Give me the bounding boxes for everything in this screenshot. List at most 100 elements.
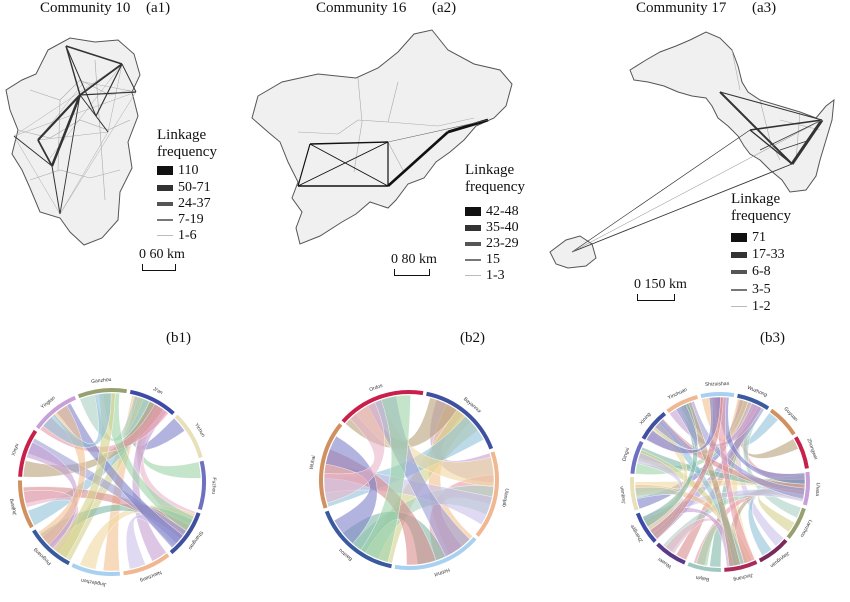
internal-boundaries [297,77,475,173]
legend-item-a3-4: 3-5 [731,282,771,298]
legend-label: 24-37 [178,196,211,211]
legend-title-line1: Linkage [731,191,781,207]
chord-ribbon [323,401,386,504]
legend-item-a1-1: 110 [157,163,198,179]
chord-node-label: Wuhai [309,455,317,470]
chord-node-arc [666,394,699,413]
chord-node-arc [35,395,77,430]
scale-label-a1: 0 60 km [139,247,185,262]
chord-node-arc [71,563,121,576]
chord-node-label: Dingxi [621,447,631,462]
chord-node-arc [724,560,758,572]
chord-node-label: Baiyin [695,574,710,582]
chord-node-arc [426,391,494,450]
chord-node-arc [794,436,809,469]
panel-a1-title: Community 10 [40,0,131,16]
chord-node-arc [737,393,770,411]
chord-node-arc [641,411,667,440]
chord-ribbon [360,394,411,563]
scale-bar-a3 [637,294,675,301]
scale-label-a2: 0 80 km [391,252,437,267]
panel-a3-tag: (a3) [752,0,777,16]
chord-node-label: Hohhot [433,566,451,577]
legend-item-a2-1: 42-48 [465,204,519,220]
chord-node-arc [18,429,38,477]
legend-item-a1-2: 50-71 [157,180,211,196]
legend-title-a3: Linkage frequency [731,191,791,225]
legend-title-line2: frequency [157,144,217,160]
legend-title-line2: frequency [465,179,525,195]
chord-ribbon [646,396,721,454]
chord-node-label: Zhongwei [805,438,818,460]
chord-node-label: Lhasa [814,482,821,496]
legend-label: 42-48 [486,204,519,219]
map-jiangxi [5,37,141,246]
chord-node-arc [394,536,477,570]
chord-node-arc [475,451,499,537]
chord-node-arc [769,408,796,436]
region-outline [5,37,141,246]
chord-node-label: Jingdezhen [80,577,106,588]
legend-label: 71 [752,230,766,245]
panel-a2-title: Community 16 [316,0,407,16]
region-outline [251,29,513,245]
chord-node-arc [687,562,721,572]
chord-node-label: Fuzhou [210,477,217,494]
chord-node-label: Xinyu [11,443,21,457]
internal-boundaries [731,49,821,161]
legend-item-a2-2: 35-40 [465,220,519,236]
legend-label: 1-3 [486,268,505,283]
chord-node-label: Jiuquan [619,486,627,504]
legend-label: 7-19 [178,212,204,227]
links [571,91,824,253]
map-inner-mongolia [251,29,513,245]
chord-node-arc [700,392,735,399]
chord-node-arc [630,440,644,474]
chord-node-label: Wuzhong [746,385,768,399]
legend-label: 17-33 [752,247,785,262]
legend-label: 23-29 [486,236,519,251]
legend-label: 35-40 [486,220,519,235]
legend-label: 50-71 [178,180,211,195]
chord-b1-tag: (b1) [166,330,191,346]
panel-a1-tag: (a1) [146,0,171,16]
legend-item-a1-4: 7-19 [157,212,204,228]
scale-bar-a1 [142,264,176,271]
chord-node-label: Ulanqab [500,488,509,508]
chord-node-label: Xining [639,411,653,426]
legend-title-a2: Linkage frequency [465,162,525,196]
chord-node-arc [197,460,206,511]
chord-ribbon [325,435,378,544]
chord-node-label: Ordos [369,383,384,393]
legend-label: 3-5 [752,282,771,297]
legend-item-a3-1: 71 [731,230,766,246]
chord-node-arc [341,390,424,424]
chord-node-arc [630,477,639,511]
legend-title-line2: frequency [731,208,791,224]
legend-item-a1-5: 1-6 [157,228,197,244]
legend-item-a2-4: 15 [465,252,500,268]
legend-title-a1: Linkage frequency [157,127,217,161]
chord-node-arc [324,510,392,569]
chord-node-label: Ji'an [152,386,164,396]
chord-b2-tag: (b2) [460,330,485,346]
chord-ribbon [654,403,698,451]
legend-label: 110 [178,163,199,178]
scale-bar-a2 [394,269,430,276]
chord-node-arc [169,512,201,555]
chord-node-arc [319,423,343,509]
legend-item-a3-3: 6-8 [731,264,771,280]
legend-item-a1-3: 24-37 [157,196,211,212]
links [297,118,489,187]
chord-ribbon [42,392,112,448]
chord-node-arc [802,471,810,506]
chord-b3-tag: (b3) [760,330,785,346]
legend-label: 15 [486,252,500,267]
legend-item-a2-5: 1-3 [465,268,505,284]
legend-item-a2-3: 23-29 [465,236,519,252]
legend-item-a3-5: 1-2 [731,299,771,315]
legend-label: 6-8 [752,264,771,279]
chord-node-label: Jinchang [732,572,753,583]
